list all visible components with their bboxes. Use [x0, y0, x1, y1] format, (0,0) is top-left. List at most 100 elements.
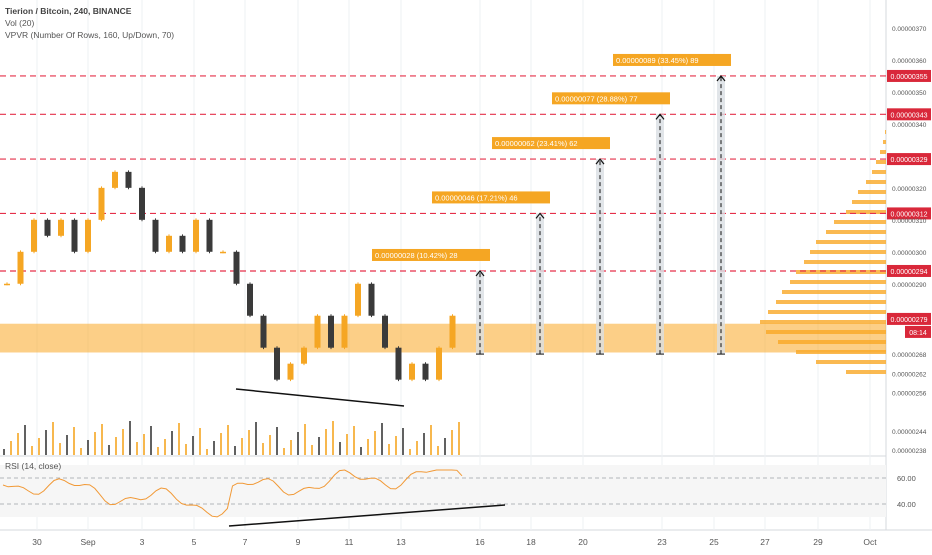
- volume-bar: [185, 444, 187, 455]
- candle: [206, 219, 213, 252]
- volume-bar: [276, 427, 278, 455]
- rsi-axis-tick: 40.00: [897, 500, 916, 509]
- volume-legend: Vol (20): [5, 18, 35, 28]
- countdown-tag: [905, 325, 931, 338]
- vpvr-bar: [766, 330, 886, 334]
- vpvr-bar: [866, 180, 886, 184]
- target-label-bg: [613, 53, 731, 66]
- target-label: 0.00000028 (10.42%) 28: [375, 251, 458, 260]
- symbol-title: Tierion / Bitcoin, 240, BINANCE: [5, 6, 132, 16]
- vpvr-bar: [852, 200, 886, 204]
- vpvr-bar: [760, 320, 886, 324]
- vpvr-bar: [782, 290, 886, 294]
- candle: [436, 347, 442, 380]
- time-axis-tick: 23: [657, 537, 667, 547]
- price-axis-tick: 0.00000300: [892, 250, 927, 257]
- vpvr-bar: [778, 340, 886, 344]
- volume-bar: [31, 446, 33, 455]
- candle: [233, 251, 240, 284]
- vpvr-bar: [880, 150, 886, 154]
- price-tag-label: 0.00000355: [891, 74, 928, 81]
- candle: [341, 315, 348, 348]
- candle: [260, 315, 267, 348]
- volume-bar: [52, 422, 54, 455]
- vpvr-bar: [790, 280, 886, 284]
- vpvr-bar: [834, 220, 886, 224]
- price-axis-tick: 0.00000256: [892, 390, 927, 397]
- volume-bar: [234, 446, 236, 455]
- volume-bar: [353, 426, 355, 455]
- rsi-trendline: [228, 504, 506, 527]
- volume-bar: [346, 434, 348, 455]
- time-axis-tick: 5: [192, 537, 197, 547]
- rsi-axis-tick: 60.00: [897, 474, 916, 483]
- time-axis-tick: 25: [709, 537, 719, 547]
- candle: [44, 219, 51, 236]
- volume-bar: [101, 424, 103, 455]
- candle: [287, 363, 294, 380]
- price-tag-label: 0.00000329: [891, 157, 928, 164]
- volume-bar: [423, 433, 425, 455]
- price-tag: [887, 108, 931, 121]
- price-tag-label: 0.00000312: [891, 211, 928, 218]
- target-arrowhead: [535, 212, 545, 219]
- vpvr-bar: [872, 170, 886, 174]
- candle: [112, 171, 118, 188]
- target-label-bg: [492, 137, 610, 150]
- time-axis-tick: Oct: [863, 537, 877, 547]
- candle: [449, 315, 456, 348]
- target-bar: [596, 159, 604, 355]
- target-label-bg: [432, 191, 550, 204]
- volume-bar: [73, 427, 75, 455]
- candle: [274, 347, 280, 380]
- candle: [368, 283, 375, 316]
- time-axis-tick: 20: [578, 537, 588, 547]
- price-tag-label: 0.00000294: [891, 269, 928, 276]
- vpvr-bar: [816, 240, 886, 244]
- volume-bar: [143, 434, 145, 455]
- candle: [247, 283, 253, 316]
- candle: [301, 347, 307, 364]
- target-bar: [476, 270, 484, 355]
- price-tag: [887, 69, 931, 82]
- volume-bar: [164, 439, 166, 455]
- volume-bar: [150, 426, 152, 455]
- candle: [193, 219, 199, 252]
- volume-bar: [157, 447, 159, 455]
- price-axis-tick: 0.00000320: [892, 186, 927, 193]
- target-label-bg: [372, 248, 490, 261]
- rsi-legend: RSI (14, close): [5, 461, 62, 471]
- time-axis-tick: 9: [296, 537, 301, 547]
- countdown-label: 08:14: [909, 330, 927, 337]
- rsi-band: [0, 465, 886, 517]
- price-trendline: [235, 388, 405, 407]
- candle: [58, 219, 64, 236]
- candle: [179, 235, 186, 252]
- price-tag: [887, 264, 931, 277]
- price-axis-tick: 0.00000360: [892, 58, 927, 65]
- time-axis-tick: Sep: [80, 537, 95, 547]
- volume-bar: [122, 429, 124, 455]
- volume-bar: [87, 440, 89, 455]
- volume-bar: [269, 435, 271, 455]
- price-axis-tick: 0.00000290: [892, 282, 927, 289]
- price-axis-tick: 0.00000238: [892, 448, 927, 455]
- volume-bar: [381, 423, 383, 455]
- volume-bar: [213, 441, 215, 455]
- vpvr-bar: [796, 270, 886, 274]
- vpvr-bar: [826, 230, 886, 234]
- price-axis-tick: 0.00000268: [892, 352, 927, 359]
- volume-bar: [367, 439, 369, 455]
- volume-bar: [437, 446, 439, 455]
- time-axis-tick: 16: [475, 537, 485, 547]
- volume-bar: [220, 433, 222, 455]
- volume-bar: [241, 438, 243, 455]
- volume-bar: [395, 436, 397, 455]
- vpvr-bar: [796, 350, 886, 354]
- volume-bar: [388, 444, 390, 455]
- candle: [328, 315, 334, 348]
- volume-bar: [304, 424, 306, 455]
- price-axis-tick: 0.00000262: [892, 371, 927, 378]
